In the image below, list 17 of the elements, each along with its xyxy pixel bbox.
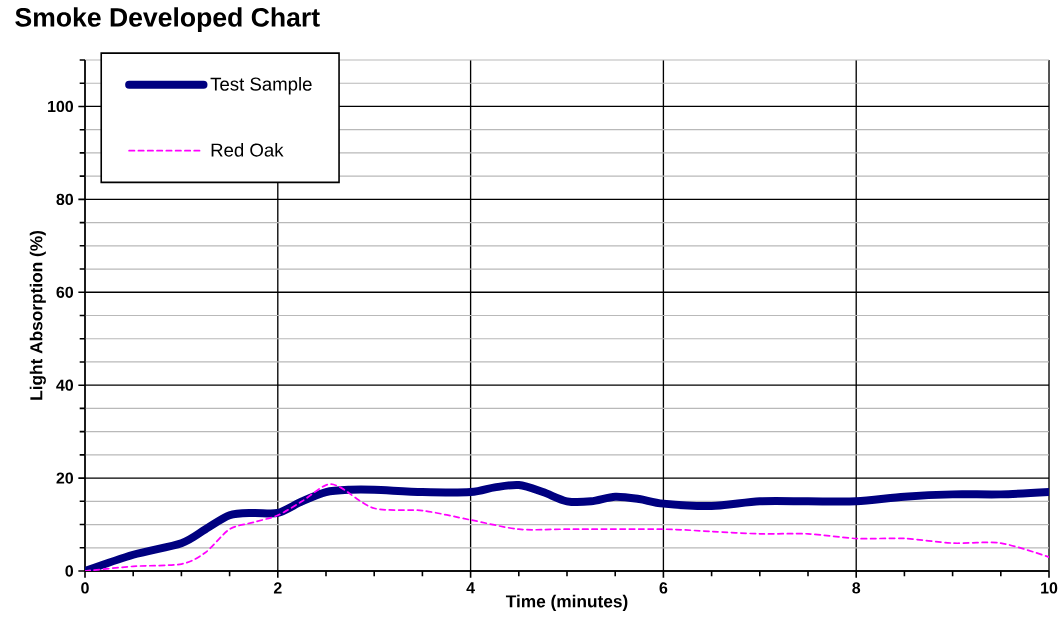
chart-title: Smoke Developed Chart [15, 7, 320, 33]
x-tick-label: 2 [273, 582, 282, 594]
x-tick-label: 8 [852, 582, 861, 594]
legend-label: Test Sample [210, 77, 312, 95]
y-tick-label: 0 [65, 565, 74, 577]
x-tick-label: 6 [659, 582, 668, 594]
x-tick-label: 0 [81, 582, 89, 594]
y-tick-label: 40 [56, 379, 74, 391]
x-tick-label: 4 [466, 582, 475, 594]
y-tick-label: 60 [56, 286, 74, 298]
x-tick-label: 10 [1041, 582, 1058, 594]
legend-label: Red Oak [211, 142, 284, 157]
y-axis-title: Light Absorption (%) [29, 230, 46, 400]
y-tick-label: 80 [56, 193, 74, 205]
y-tick-label: 100 [48, 100, 74, 113]
y-tick-label: 20 [56, 472, 74, 484]
x-axis-title: Time (minutes) [505, 594, 628, 611]
